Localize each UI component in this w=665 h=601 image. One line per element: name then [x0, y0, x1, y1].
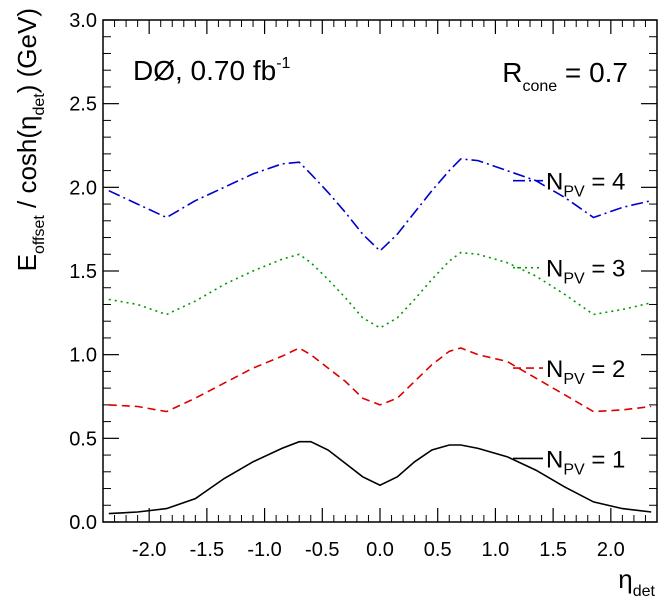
x-tick-label: -1.0: [247, 539, 281, 561]
x-tick-label: -2.0: [132, 539, 166, 561]
y-tick-label: 2.5: [69, 94, 97, 116]
x-tick-label: 1.5: [539, 539, 567, 561]
legend-label: NPV = 1: [546, 446, 625, 478]
legend-label: NPV = 4: [546, 169, 625, 201]
y-tick-label: 3.0: [69, 10, 97, 32]
series-line-npv-4: [108, 158, 652, 253]
series-lines: [108, 158, 652, 515]
y-tick-label: 0.5: [69, 428, 97, 450]
legend-label: NPV = 2: [546, 356, 625, 388]
y-tick-label: 0.0: [69, 512, 97, 534]
series-line-npv-2: [108, 347, 652, 413]
x-tick-label: -0.5: [305, 539, 339, 561]
cone-annotation: Rcone = 0.7: [502, 57, 628, 95]
y-tick-label: 2.0: [69, 177, 97, 199]
x-tick-label: 0.5: [424, 539, 452, 561]
series-line-npv-3: [108, 251, 652, 329]
y-tick-label: 1.0: [69, 345, 97, 367]
x-tick-label: -1.5: [190, 539, 224, 561]
x-tick-label: 0.0: [366, 539, 394, 561]
x-axis-label: ηdet: [618, 564, 655, 600]
y-tick-label: 1.5: [69, 261, 97, 283]
legend-label: NPV = 3: [546, 256, 625, 288]
series-line-npv-1: [108, 440, 652, 515]
axis-ticks: -2.0 -1.5 -1.0 -0.5 0.0 0.5 1.0 1.5 2.0 0.0 0.5 1.0…: [69, 10, 658, 561]
x-tick-label: 2.0: [597, 539, 625, 561]
y-axis-label: Eoffset / cosh(ηdet) (GeV): [12, 8, 48, 271]
experiment-annotation: DØ, 0.70 fb-1: [133, 55, 291, 86]
legend: NPV = 4 NPV = 3 NPV = 2 NPV = 1: [513, 169, 625, 478]
x-tick-label: 1.0: [482, 539, 510, 561]
